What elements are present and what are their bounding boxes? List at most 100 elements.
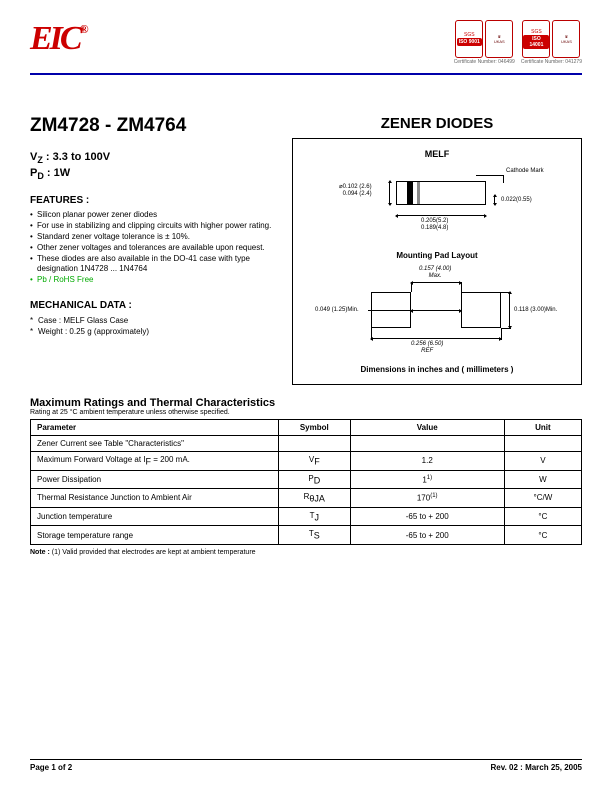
- dim-arrow-diam: [389, 181, 390, 205]
- cell-symbol: [278, 436, 350, 452]
- table-header-row: Parameter Symbol Value Unit: [31, 420, 582, 436]
- cell-unit: °C: [504, 507, 581, 526]
- part-title: ZM4728 - ZM4764: [30, 115, 274, 137]
- cathode-band: [407, 182, 413, 204]
- dim-len-label: 0.205(5.2) 0.189(4.8): [421, 218, 448, 231]
- feature-item: Other zener voltages and tolerances are …: [30, 243, 274, 254]
- iso-9001-badge: SGSISO 9001: [455, 20, 483, 58]
- cert-block-14001: SGSISO 14001 ♛UKAS Certificate Number: 0…: [521, 20, 582, 65]
- cell-value: 170(1): [350, 489, 504, 508]
- ratings-subtitle: Rating at 25 °C ambient temperature unle…: [30, 409, 582, 416]
- cell-symbol: RθJA: [278, 489, 350, 508]
- table-row: Thermal Resistance Junction to Ambient A…: [31, 489, 582, 508]
- cell-symbol: TS: [278, 526, 350, 545]
- zener-title: ZENER DIODES: [292, 115, 582, 132]
- dim-gap-arrow: [411, 310, 461, 311]
- cell-value: 1.2: [350, 452, 504, 471]
- page-number: Page 1 of 2: [30, 763, 72, 772]
- dim-h-arrow: [509, 292, 510, 328]
- iso-14001-badge: SGSISO 14001: [522, 20, 550, 58]
- col-symbol: Symbol: [278, 420, 350, 436]
- table-row: Storage temperature rangeTS-65 to + 200°…: [31, 526, 582, 545]
- mech-item: Case : MELF Glass Case: [30, 315, 274, 326]
- ratings-note: Note : (1) Valid provided that electrode…: [30, 549, 582, 556]
- dim-h-label: 0.118 (3.00)Min.: [514, 307, 557, 314]
- cert-num-1: Certificate Number: 041279: [521, 59, 582, 65]
- table-row: Power DissipationPD11)W: [31, 470, 582, 489]
- rohs-item: Pb / RoHS Free: [30, 275, 274, 286]
- cell-value: -65 to + 200: [350, 507, 504, 526]
- mech-list: Case : MELF Glass Case Weight : 0.25 g (…: [30, 315, 274, 337]
- cell-unit: V: [504, 452, 581, 471]
- left-column: ZM4728 - ZM4764 VZ : 3.3 to 100V PD : 1W…: [30, 115, 274, 385]
- dim-total-arrow: [371, 338, 501, 339]
- cell-value: -65 to + 200: [350, 526, 504, 545]
- cert-num-0: Certificate Number: 046499: [454, 59, 515, 65]
- table-row: Maximum Forward Voltage at IF = 200 mA.V…: [31, 452, 582, 471]
- feature-item: Silicon planar power zener diodes: [30, 210, 274, 221]
- cell-parameter: Storage temperature range: [31, 526, 279, 545]
- revision: Rev. 02 : March 25, 2005: [491, 763, 582, 772]
- cell-unit: °C: [504, 526, 581, 545]
- ratings-section: Maximum Ratings and Thermal Characterist…: [0, 395, 612, 558]
- cell-parameter: Power Dissipation: [31, 470, 279, 489]
- features-head: FEATURES :: [30, 195, 274, 206]
- melf-drawing: Cathode Mark ⌀0.102 (2.6) 0.094 (2.4) 0.…: [301, 163, 573, 243]
- table-row: Zener Current see Table "Characteristics…: [31, 436, 582, 452]
- cell-parameter: Maximum Forward Voltage at IF = 200 mA.: [31, 452, 279, 471]
- features-list: Silicon planar power zener diodes For us…: [30, 210, 274, 286]
- mount-title: Mounting Pad Layout: [301, 251, 573, 260]
- cert-block-9001: SGSISO 9001 ♛UKAS Certificate Number: 04…: [454, 20, 515, 65]
- dim-arrow-lead: [494, 195, 495, 205]
- ratings-table: Parameter Symbol Value Unit Zener Curren…: [30, 419, 582, 545]
- dim-lead-label: 0.022(0.55): [501, 197, 532, 204]
- cell-symbol: PD: [278, 470, 350, 489]
- melf-title: MELF: [301, 149, 573, 159]
- feature-item: These diodes are also available in the D…: [30, 254, 274, 276]
- col-value: Value: [350, 420, 504, 436]
- pd-spec: PD : 1W: [30, 167, 274, 181]
- cell-parameter: Junction temperature: [31, 507, 279, 526]
- band2: [417, 182, 420, 204]
- dim-arrow-len: [396, 215, 486, 216]
- ratings-title: Maximum Ratings and Thermal Characterist…: [30, 397, 582, 409]
- cell-unit: [504, 436, 581, 452]
- dim-top-label: 0.157 (4.00) Max.: [419, 266, 451, 279]
- cell-value: 11): [350, 470, 504, 489]
- cell-unit: W: [504, 470, 581, 489]
- col-parameter: Parameter: [31, 420, 279, 436]
- dim-caption: Dimensions in inches and ( millimeters ): [301, 365, 573, 374]
- dim-top-arrow: [411, 282, 461, 283]
- pad-right: [461, 292, 501, 328]
- dim-total-label: 0.256 (6.50) REF: [411, 341, 443, 354]
- logo-reg: ®: [80, 22, 86, 36]
- cert-badges: SGSISO 9001 ♛UKAS Certificate Number: 04…: [454, 20, 582, 65]
- col-unit: Unit: [504, 420, 581, 436]
- cathode-label: Cathode Mark: [506, 168, 544, 174]
- logo: EIC®: [30, 20, 86, 58]
- feature-item: For use in stabilizing and clipping circ…: [30, 221, 274, 232]
- dim-diam-label: ⌀0.102 (2.6) 0.094 (2.4): [339, 184, 372, 197]
- logo-text: EIC: [30, 20, 80, 57]
- mount-drawing: 0.049 (1.25)Min. 0.157 (4.00) Max. 0.118…: [301, 264, 573, 359]
- header: EIC® SGSISO 9001 ♛UKAS Certificate Numbe…: [0, 0, 612, 71]
- cell-parameter: Thermal Resistance Junction to Ambient A…: [31, 489, 279, 508]
- melf-body: [396, 181, 486, 205]
- mech-head: MECHANICAL DATA :: [30, 300, 274, 311]
- cell-symbol: VF: [278, 452, 350, 471]
- cell-value: [350, 436, 504, 452]
- mech-item: Weight : 0.25 g (approximately): [30, 326, 274, 337]
- vz-spec: VZ : 3.3 to 100V: [30, 151, 274, 165]
- ukas-badge-2: ♛UKAS: [552, 20, 580, 58]
- cell-symbol: TJ: [278, 507, 350, 526]
- table-row: Junction temperatureTJ-65 to + 200°C: [31, 507, 582, 526]
- right-column: ZENER DIODES MELF Cathode Mark ⌀0.102 (2…: [292, 115, 582, 385]
- cell-unit: °C/W: [504, 489, 581, 508]
- package-diagram: MELF Cathode Mark ⌀0.102 (2.6) 0.094 (2.…: [292, 138, 582, 385]
- feature-item: Standard zener voltage tolerance is ± 10…: [30, 232, 274, 243]
- main-content: ZM4728 - ZM4764 VZ : 3.3 to 100V PD : 1W…: [0, 75, 612, 395]
- footer: Page 1 of 2 Rev. 02 : March 25, 2005: [30, 759, 582, 772]
- dim-gap-label: 0.049 (1.25)Min.: [315, 307, 359, 314]
- ukas-badge: ♛UKAS: [485, 20, 513, 58]
- cell-parameter: Zener Current see Table "Characteristics…: [31, 436, 279, 452]
